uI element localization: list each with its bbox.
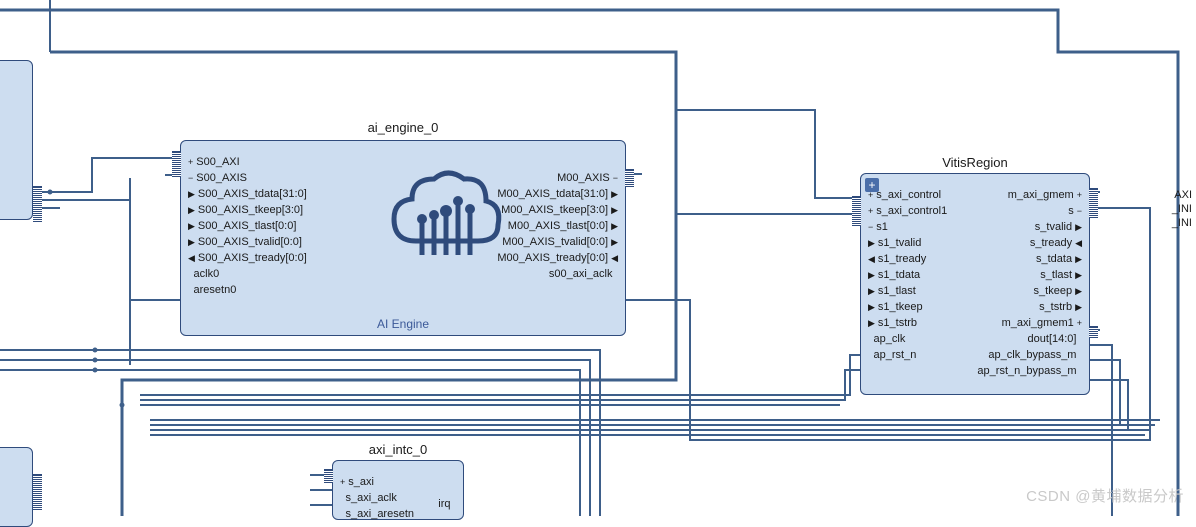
port-s1-tstrb[interactable]: ▶s1_tstrb (865, 316, 917, 330)
port-s1-tdata[interactable]: ▶s1_tdata (865, 268, 920, 282)
port-ap-rst-n-bypass-m[interactable]: ap_rst_n_bypass_m (977, 364, 1085, 378)
port-s00-axis[interactable]: −S00_AXIS (185, 171, 247, 185)
port-s-tready[interactable]: ◀s_tready (1030, 236, 1085, 250)
ai-engine-icon (386, 161, 506, 271)
port-m-axi-gmem[interactable]: +m_axi_gmem (1008, 188, 1085, 202)
block-title: axi_intc_0 (332, 442, 464, 457)
port-s00-axi[interactable]: +S00_AXI (185, 155, 240, 169)
port-s00-axis-tlast-0-0-[interactable]: ▶S00_AXIS_tlast[0:0] (185, 219, 296, 233)
port-s-axi-aclk[interactable]: s_axi_aclk (337, 491, 397, 505)
port-connector (625, 169, 634, 187)
port-s1-tkeep[interactable]: ▶s1_tkeep (865, 300, 923, 314)
port-m00-axis-tlast-0-0-[interactable]: ▶M00_AXIS_tlast[0:0] (508, 219, 621, 233)
block-title: ai_engine_0 (180, 120, 626, 135)
port-connector (1089, 188, 1098, 218)
port-s-tlast[interactable]: ▶s_tlast (1040, 268, 1085, 282)
port-m00-axis-tvalid-0-0-[interactable]: ▶M00_AXIS_tvalid[0:0] (502, 235, 621, 249)
port-s00-axi-aclk[interactable]: s00_axi_aclk (549, 267, 621, 281)
port-connector (324, 469, 333, 483)
port-ap-rst-n[interactable]: ap_rst_n (865, 348, 916, 362)
port-m00-axis[interactable]: −M00_AXIS (557, 171, 621, 185)
port-s-axi-control1[interactable]: +s_axi_control1 (865, 204, 947, 218)
port-s1[interactable]: −s1 (865, 220, 888, 234)
port-s-tdata[interactable]: ▶s_tdata (1036, 252, 1085, 266)
port-s00-axis-tready-0-0-[interactable]: ◀S00_AXIS_tready[0:0] (185, 251, 307, 265)
port-m00-axis-tready-0-0-[interactable]: ◀M00_AXIS_tready[0:0] (497, 251, 621, 265)
port-ap-clk[interactable]: ap_clk (865, 332, 905, 346)
port-s-axi-aresetn[interactable]: s_axi_aresetn (337, 507, 414, 521)
block-title: VitisRegion (860, 155, 1090, 170)
port-s-axi[interactable]: +s_axi (337, 475, 374, 489)
port-s-tkeep[interactable]: ▶s_tkeep (1034, 284, 1085, 298)
port-connector (1089, 326, 1098, 338)
port-connector (33, 186, 42, 222)
partial-block-bottom (0, 447, 33, 527)
port-connector (172, 151, 181, 177)
port-s1-tlast[interactable]: ▶s1_tlast (865, 284, 916, 298)
port-connector (852, 196, 861, 226)
port-s00-axis-tdata-31-0-[interactable]: ▶S00_AXIS_tdata[31:0] (185, 187, 307, 201)
port-s[interactable]: −s (1068, 204, 1085, 218)
port-aresetn0[interactable]: aresetn0 (185, 283, 236, 297)
port-dout-14-0-[interactable]: dout[14:0] (1028, 332, 1085, 346)
ai-engine-block[interactable]: AI Engine +S00_AXI −S00_AXIS ▶S00_AXIS_tda… (180, 140, 626, 336)
port-s00-axis-tvalid-0-0-[interactable]: ▶S00_AXIS_tvalid[0:0] (185, 235, 302, 249)
block-subtitle: AI Engine (181, 317, 625, 331)
port-s1-tvalid[interactable]: ▶s1_tvalid (865, 236, 921, 250)
port-m00-axis-tkeep-3-0-[interactable]: ▶M00_AXIS_tkeep[3:0] (501, 203, 621, 217)
axi-intc-block[interactable]: +s_axi s_axi_aclk s_axi_aresetn irq (332, 460, 464, 520)
port-s-tstrb[interactable]: ▶s_tstrb (1039, 300, 1085, 314)
port-ap-clk-bypass-m[interactable]: ap_clk_bypass_m (988, 348, 1085, 362)
port-m00-axis-tdata-31-0-[interactable]: ▶M00_AXIS_tdata[31:0] (497, 187, 621, 201)
port-s-axi-control[interactable]: +s_axi_control (865, 188, 941, 202)
port-s-tvalid[interactable]: ▶s_tvalid (1035, 220, 1085, 234)
port-irq[interactable]: irq (438, 497, 459, 511)
port-s00-axis-tkeep-3-0-[interactable]: ▶S00_AXIS_tkeep[3:0] (185, 203, 303, 217)
vitis-region-block[interactable]: + +s_axi_control+s_axi_control1−s1▶s1_tv… (860, 173, 1090, 395)
port-aclk0[interactable]: aclk0 (185, 267, 219, 281)
port-s1-tready[interactable]: ◀s1_tready (865, 252, 926, 266)
port-connector (33, 474, 42, 510)
watermark-text: CSDN @黄埔数据分析 (1026, 485, 1184, 506)
port-m-axi-gmem1[interactable]: +m_axi_gmem1 (1002, 316, 1085, 330)
